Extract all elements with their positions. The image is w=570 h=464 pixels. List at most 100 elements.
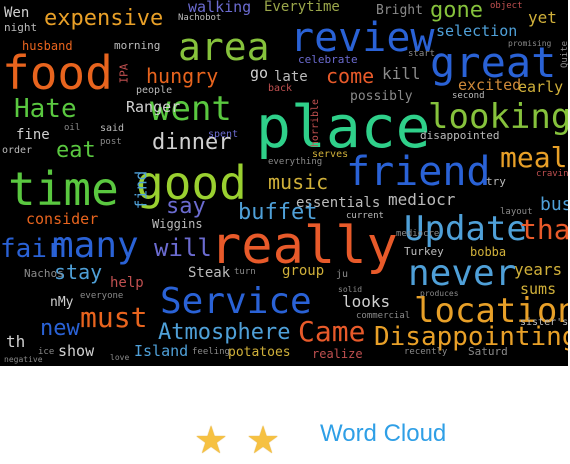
cloud-word: back [268, 83, 293, 94]
cloud-word: area [178, 25, 270, 69]
cloud-word: sums [520, 280, 557, 298]
cloud-word: essentials [296, 195, 381, 211]
cloud-word: possibly [350, 89, 413, 104]
cloud-word: Update [404, 209, 527, 249]
cloud-word: thai [520, 213, 568, 246]
cloud-word: find [131, 170, 151, 210]
cloud-word: great [430, 38, 557, 87]
cloud-word: place [256, 93, 431, 161]
cloud-word: expensive [44, 6, 164, 31]
cloud-word: promising [508, 39, 552, 48]
cloud-word: good [136, 156, 247, 210]
cloud-word: never [408, 253, 517, 294]
cloud-word: kill [382, 64, 421, 83]
cloud-word: craving [536, 169, 568, 179]
footer-bar [0, 366, 570, 464]
cloud-word: years [514, 260, 563, 279]
cloud-word: busy [540, 194, 568, 215]
cloud-word: people [136, 85, 173, 96]
cloud-word: sister's [520, 317, 568, 328]
cloud-word: oil [64, 123, 81, 133]
cloud-word: morning [114, 39, 161, 52]
cloud-word: mediocr [388, 190, 456, 209]
cloud-word: Service [160, 281, 312, 322]
cloud-word: celebrate [298, 53, 358, 66]
cloud-word: review [290, 15, 435, 61]
cloud-word: start [408, 49, 436, 59]
cloud-word: everything [268, 157, 323, 167]
cloud-word: love [110, 353, 130, 362]
star-icon[interactable]: ★ [194, 418, 229, 462]
cloud-word: Steak [188, 265, 231, 281]
cloud-word: food [2, 46, 113, 100]
cloud-word: object [490, 1, 523, 11]
cloud-word: Bright [376, 3, 423, 18]
cloud-word: Saturd [468, 345, 508, 358]
cloud-word: mediocre [396, 229, 440, 239]
cloud-word: many [52, 225, 139, 266]
cloud-word: Nachobot [178, 13, 222, 23]
cloud-word: Everytime [264, 0, 340, 15]
cloud-word: potatoes [228, 345, 291, 360]
cloud-word: try [486, 175, 506, 188]
cloud-word: excited [458, 76, 522, 94]
cloud-word: solid [338, 285, 363, 294]
cloud-word: music [268, 170, 329, 194]
cloud-word: meal [500, 141, 568, 174]
cloud-word: serves [312, 149, 349, 160]
cloud-word: said [100, 123, 125, 134]
word-cloud-link[interactable]: Word Cloud [320, 420, 447, 447]
cloud-word: group [282, 263, 325, 279]
cloud-word: time [8, 162, 119, 216]
cloud-word: friend [346, 149, 491, 195]
star-icon[interactable]: ★ [246, 418, 281, 462]
cloud-word: go [250, 64, 269, 82]
cloud-word: Quite [560, 40, 568, 69]
cloud-word: recently [404, 347, 448, 357]
cloud-word: walking [188, 0, 252, 16]
cloud-word: Turkey [404, 245, 444, 258]
cloud-word: realize [312, 347, 363, 361]
cloud-word: spent [208, 129, 239, 140]
cloud-word: Ranger [126, 98, 181, 116]
cloud-word: produces [420, 289, 459, 298]
cloud-word: nMy [50, 295, 74, 310]
cloud-word: Disappointing [374, 322, 568, 352]
cloud-word: Wen [4, 5, 30, 21]
cloud-word: th [6, 332, 26, 351]
cloud-word: horrible [310, 98, 322, 148]
word-cloud-image: food area review great expensive Wen nig… [0, 0, 568, 366]
cloud-word: ju [336, 269, 349, 280]
cloud-word: really [210, 216, 398, 276]
cloud-word: early [518, 78, 564, 96]
cloud-word: location [414, 291, 568, 331]
cloud-word: went [150, 89, 232, 129]
cloud-word: looking [428, 97, 568, 137]
cloud-word: eat [56, 138, 96, 163]
cloud-word: turn [234, 267, 256, 277]
cloud-word: husband [22, 39, 73, 53]
cloud-word: buffet [238, 200, 318, 225]
cloud-word: Hate [14, 94, 77, 124]
cloud-word: late [274, 69, 308, 85]
cloud-word: hungry [146, 64, 219, 88]
cloud-word: second [452, 91, 485, 101]
cloud-word: IPA [117, 63, 131, 84]
cloud-word: post [100, 137, 122, 147]
cloud-word: selection [436, 22, 518, 40]
cloud-word: new [40, 316, 80, 341]
cloud-word: say [166, 194, 206, 219]
cloud-word: everyone [80, 291, 124, 301]
cloud-word: night [4, 21, 38, 34]
cloud-word: help [110, 275, 144, 291]
cloud-word: looks [342, 292, 391, 311]
cloud-word: layout [500, 207, 533, 217]
cloud-word: fine [16, 127, 50, 143]
cloud-word: feeling [192, 347, 230, 357]
cloud-word: negative [4, 355, 43, 364]
cloud-word: bobba [470, 245, 507, 259]
cloud-word: Wiggins [152, 217, 203, 231]
cloud-word: come [326, 64, 375, 88]
cloud-word: fair [0, 234, 63, 264]
cloud-word: stay [54, 260, 103, 284]
